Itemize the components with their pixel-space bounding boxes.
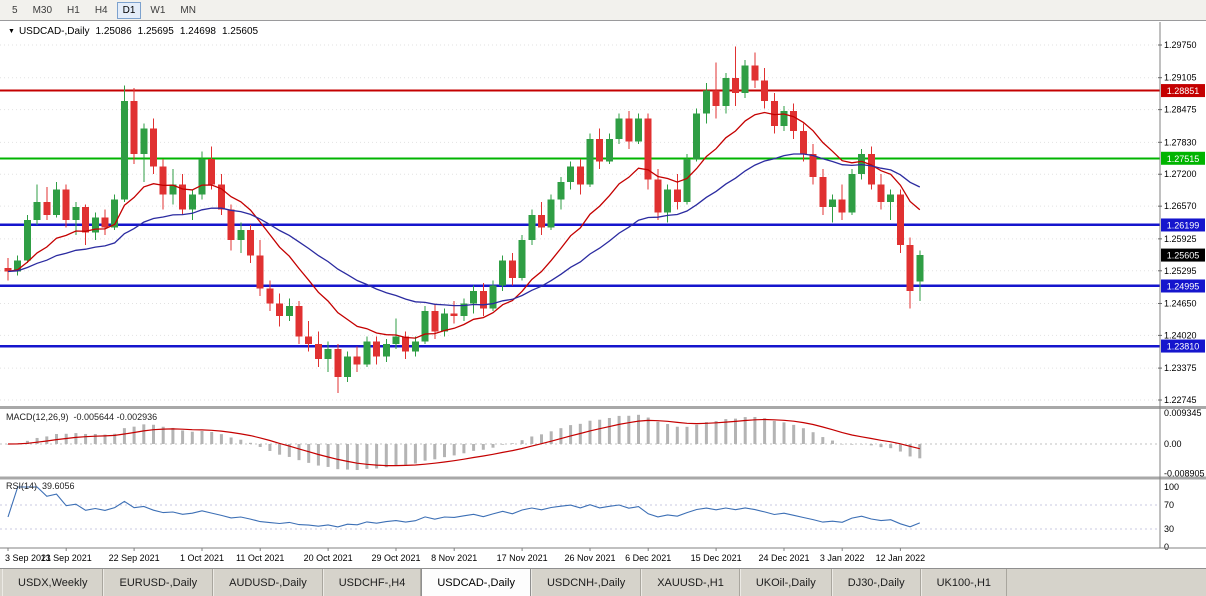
svg-text:24 Dec 2021: 24 Dec 2021: [758, 553, 809, 563]
svg-text:26 Nov 2021: 26 Nov 2021: [564, 553, 615, 563]
svg-text:1.28475: 1.28475: [1164, 105, 1197, 115]
price-axis: 1.29750 1.29105 1.28475 1.27830 1.27200 1.265…: [1158, 40, 1197, 405]
quote-open: 1.25086: [95, 26, 132, 37]
svg-text:1.27515: 1.27515: [1167, 154, 1200, 164]
svg-text:0.009345: 0.009345: [1164, 408, 1202, 418]
tab-usdchf-h4[interactable]: USDCHF-,H4: [322, 569, 422, 596]
svg-text:70: 70: [1164, 500, 1174, 510]
svg-text:22 Sep 2021: 22 Sep 2021: [109, 553, 160, 563]
tab-usdcnh-daily[interactable]: USDCNH-,Daily: [530, 569, 642, 596]
price-badges: 1.28851 1.27515 1.26199 1.24995 1.23810 1.256…: [1161, 84, 1205, 353]
tab-dj30-daily[interactable]: DJ30-,Daily: [831, 569, 921, 596]
macd-values: -0.005644 -0.002936: [73, 412, 158, 422]
symbol-dropdown-icon[interactable]: ▼: [8, 28, 15, 35]
svg-text:1.24020: 1.24020: [1164, 330, 1197, 340]
chart-tabs: USDX,Weekly EURUSD-,Daily AUDUSD-,Daily USD…: [0, 568, 1206, 596]
timeframe-button-w1[interactable]: W1: [144, 2, 171, 19]
svg-text:6 Dec 2021: 6 Dec 2021: [625, 553, 671, 563]
timeframe-button-d1[interactable]: D1: [116, 1, 142, 19]
tab-xauusd-h1[interactable]: XAUUSD-,H1: [641, 569, 740, 596]
ma-slow-line: [7, 153, 921, 307]
tab-eurusd-daily[interactable]: EURUSD-,Daily: [103, 569, 214, 596]
ma-fast-line: [7, 111, 921, 339]
svg-text:100: 100: [1164, 482, 1179, 492]
svg-text:12 Jan 2022: 12 Jan 2022: [876, 553, 926, 563]
svg-text:3 Jan 2022: 3 Jan 2022: [820, 553, 865, 563]
tab-usdcad-daily[interactable]: USDCAD-,Daily: [421, 569, 531, 596]
price-grid: [0, 44, 1160, 401]
rsi-panel: 100 70 30 0: [0, 482, 1179, 552]
svg-text:1.24995: 1.24995: [1167, 281, 1200, 291]
macd-title: MACD(12,26,9): [6, 412, 69, 422]
svg-text:3 Sep 2021: 3 Sep 2021: [5, 553, 51, 563]
svg-text:20 Oct 2021: 20 Oct 2021: [304, 553, 353, 563]
svg-text:1.22745: 1.22745: [1164, 395, 1197, 405]
candlesticks: [4, 46, 924, 394]
support-resistance-levels[interactable]: [0, 89, 1160, 348]
timeframe-button-5[interactable]: 5: [6, 2, 24, 19]
tab-audusd-daily[interactable]: AUDUSD-,Daily: [213, 569, 323, 596]
ma-lines: [7, 111, 921, 339]
timeframe-toolbar: 5 M30 H1 H4 D1 W1 MN: [0, 0, 1206, 21]
svg-text:1 Oct 2021: 1 Oct 2021: [180, 553, 224, 563]
svg-text:1.27200: 1.27200: [1164, 169, 1197, 179]
svg-text:1.24650: 1.24650: [1164, 298, 1197, 308]
tab-usdx-weekly[interactable]: USDX,Weekly: [2, 569, 104, 596]
svg-text:15 Dec 2021: 15 Dec 2021: [691, 553, 742, 563]
svg-text:0: 0: [1164, 542, 1169, 552]
macd-panel: 0.009345 0.00 -0.008905: [0, 408, 1205, 478]
chart-area[interactable]: 100 70 30 0 0.009345 0.00 -0.008905 1.29750 1.…: [0, 22, 1206, 568]
quote-low: 1.24698: [179, 26, 216, 37]
svg-text:0.00: 0.00: [1164, 439, 1182, 449]
svg-text:1.23810: 1.23810: [1167, 342, 1200, 352]
timeframe-button-h1[interactable]: H1: [61, 2, 86, 19]
tab-uk100-h1[interactable]: UK100-,H1: [920, 569, 1008, 596]
svg-text:1.29750: 1.29750: [1164, 40, 1197, 50]
svg-text:1.27830: 1.27830: [1164, 137, 1197, 147]
rsi-indicator-label: RSI(14) 39.6056: [6, 481, 80, 491]
svg-text:11 Oct 2021: 11 Oct 2021: [236, 553, 284, 563]
symbol-quote-line: ▼ USDCAD-,Daily 1.25086 1.25695 1.24698 1.256…: [8, 26, 264, 37]
timeframe-button-m30[interactable]: M30: [27, 2, 58, 19]
tab-ukoil-daily[interactable]: UKOil-,Daily: [739, 569, 832, 596]
svg-text:1.25295: 1.25295: [1164, 266, 1197, 276]
rsi-value: 39.6056: [42, 481, 75, 491]
quote-close: 1.25605: [221, 26, 259, 37]
svg-text:-0.008905: -0.008905: [1164, 468, 1205, 478]
timeframe-button-h4[interactable]: H4: [89, 2, 114, 19]
quote-high: 1.25695: [137, 26, 174, 37]
svg-text:8 Nov 2021: 8 Nov 2021: [431, 553, 477, 563]
timeframe-button-mn[interactable]: MN: [174, 2, 202, 19]
svg-text:30: 30: [1164, 524, 1174, 534]
svg-text:1.26199: 1.26199: [1167, 220, 1200, 230]
svg-text:1.23375: 1.23375: [1164, 363, 1197, 373]
svg-text:13 Sep 2021: 13 Sep 2021: [41, 553, 92, 563]
svg-text:1.29105: 1.29105: [1164, 73, 1197, 83]
svg-text:29 Oct 2021: 29 Oct 2021: [371, 553, 420, 563]
svg-text:17 Nov 2021: 17 Nov 2021: [497, 553, 548, 563]
svg-text:1.26570: 1.26570: [1164, 201, 1197, 211]
macd-indicator-label: MACD(12,26,9) -0.005644 -0.002936: [6, 412, 162, 422]
svg-text:1.28851: 1.28851: [1167, 86, 1200, 96]
rsi-title: RSI(14): [6, 481, 38, 491]
chart-symbol-title: USDCAD-,Daily: [18, 26, 90, 37]
svg-text:1.25925: 1.25925: [1164, 234, 1197, 244]
svg-text:1.25605: 1.25605: [1167, 251, 1200, 261]
